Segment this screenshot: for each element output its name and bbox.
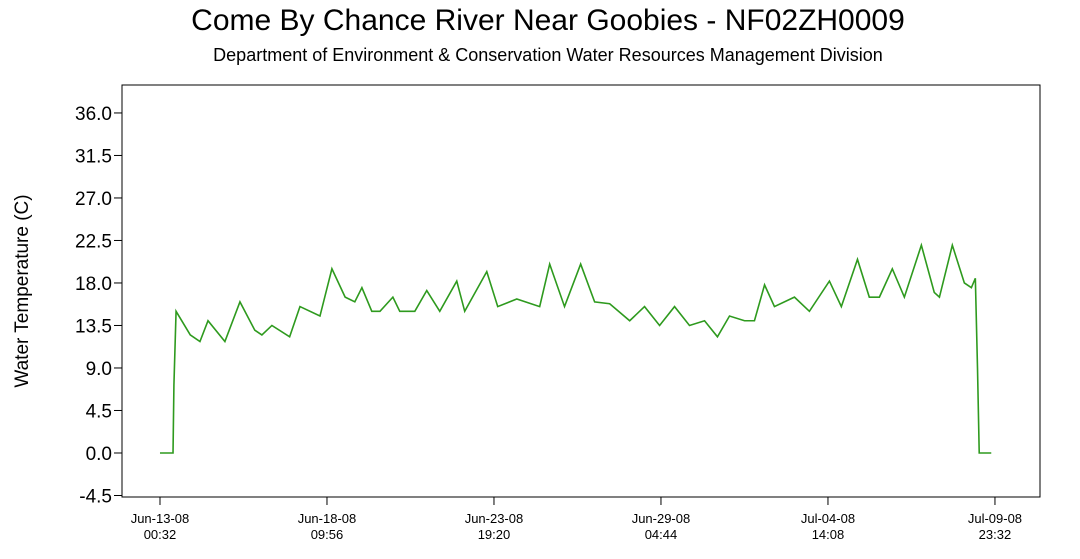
y-tick-label: 36.0	[75, 104, 112, 125]
x-tick-label: Jul-04-08	[801, 511, 855, 526]
x-tick-label: 19:20	[478, 527, 511, 542]
x-tick-label: 04:44	[645, 527, 678, 542]
chart-subtitle: Department of Environment & Conservation…	[213, 45, 883, 65]
y-tick-label: 13.5	[75, 316, 112, 337]
y-tick-label: 0.0	[86, 444, 112, 465]
x-tick-label: 00:32	[144, 527, 177, 542]
y-tick-label: 27.0	[75, 189, 112, 210]
y-axis-label: Water Temperature (C)	[12, 194, 33, 387]
y-tick-label: 18.0	[75, 274, 112, 295]
data-line	[159, 242, 992, 454]
x-tick-label: Jul-09-08	[968, 511, 1022, 526]
x-tick-label: Jun-13-08	[131, 511, 190, 526]
chart-title: Come By Chance River Near Goobies - NF02…	[191, 4, 905, 37]
y-tick-label: 31.5	[75, 146, 112, 167]
y-tick-label: -4.5	[79, 486, 112, 507]
x-tick-label: 09:56	[311, 527, 344, 542]
x-tick-label: Jun-23-08	[465, 511, 524, 526]
x-tick-label: 23:32	[979, 527, 1012, 542]
x-tick-label: Jun-29-08	[632, 511, 691, 526]
y-tick-label: 4.5	[86, 401, 112, 422]
y-tick-label: 22.5	[75, 231, 112, 252]
x-tick-label: Jun-18-08	[298, 511, 357, 526]
plot-frame	[121, 84, 1041, 498]
y-tick-label: 9.0	[86, 359, 112, 380]
x-tick-label: 14:08	[812, 527, 845, 542]
